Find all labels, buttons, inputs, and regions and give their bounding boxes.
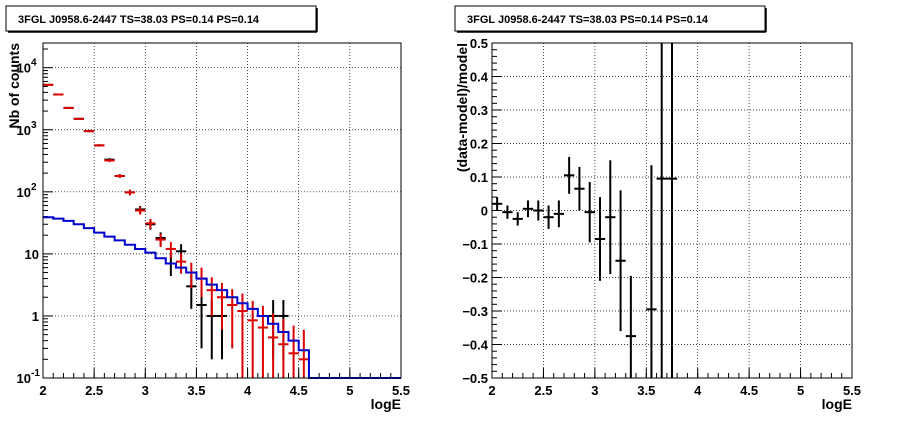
data-point (543, 205, 554, 229)
y-tick-label: 0.1 (470, 170, 488, 185)
data-point (145, 218, 156, 229)
x-tick-label: 3.5 (637, 383, 655, 398)
x-tick-label: 4 (244, 383, 252, 398)
data-point (574, 166, 585, 211)
y-tick-exponent: -1 (31, 368, 40, 379)
x-tick-label: 2.5 (534, 383, 552, 398)
x-tick-label: 2 (39, 383, 46, 398)
data-point (124, 189, 136, 196)
data-point (625, 275, 636, 378)
plot-frame (491, 42, 853, 379)
x-tick-label: 5.5 (392, 383, 410, 398)
data-point (564, 156, 575, 194)
data-point (522, 200, 534, 218)
x-tick-label: 5 (797, 383, 804, 398)
y-tick-label: 10 (17, 371, 31, 386)
chart-title: 3FGL J0958.6-2447 TS=38.03 PS=0.14 PS=0.… (467, 14, 709, 26)
x-tick-label: 5.5 (843, 383, 861, 398)
data-point (646, 165, 657, 378)
data-point (492, 197, 503, 211)
model-step-line (43, 216, 401, 379)
x-tick-label: 3.5 (187, 383, 205, 398)
y-tick-label: 0.3 (470, 103, 488, 118)
data-point (43, 83, 54, 86)
data-point (63, 106, 74, 109)
y-axis-title: Nb of counts (6, 43, 22, 129)
y-tick-label: 10 (17, 185, 31, 200)
data-point (615, 190, 626, 332)
x-tick-label: 3 (591, 383, 598, 398)
y-tick-label: 10 (17, 123, 31, 138)
x-tick-label: 4.5 (740, 383, 758, 398)
data-point (666, 43, 678, 378)
data-point (278, 318, 289, 378)
data-point (227, 289, 238, 349)
data-point (83, 130, 95, 133)
data-point (155, 233, 166, 248)
y-tick-label: 1 (32, 309, 39, 324)
data-point (257, 305, 269, 378)
y-tick-label: −0.2 (462, 271, 488, 286)
data-point (298, 329, 309, 378)
y-tick-label: 0.2 (470, 137, 488, 152)
plot-frame (42, 42, 402, 379)
data-point (73, 117, 84, 120)
data-point (656, 43, 667, 378)
data-point (553, 200, 564, 228)
data-point (104, 158, 115, 163)
series-1 (492, 43, 678, 378)
data-point (247, 300, 258, 378)
data-point (175, 253, 187, 274)
x-tick-label: 5 (346, 383, 353, 398)
data-point (502, 205, 513, 219)
x-tick-label: 4 (694, 383, 702, 398)
data-point (605, 160, 616, 275)
y-tick-label: 10 (25, 247, 39, 262)
y-tick-label: −0.5 (462, 371, 488, 386)
x-axis-title: logE (822, 396, 852, 412)
chart-title-box: 3FGL J0958.6-2447 TS=38.03 PS=0.14 PS=0.… (454, 5, 767, 33)
data-point (237, 293, 248, 378)
y-tick-exponent: 2 (31, 182, 37, 193)
chart-panel-2: 2 2.5 3 3.5 4 4.5 5 5.5 −0.5 −0.4 −0.3 −0.2 −0.1 0 0.1… (454, 5, 861, 412)
chart-title: 3FGL J0958.6-2447 TS=38.03 PS=0.14 PS=0.… (18, 14, 260, 26)
data-point (512, 212, 523, 226)
y-tick-label: 10 (17, 61, 31, 76)
y-tick-label: 0.4 (470, 70, 489, 85)
data-point (53, 93, 64, 96)
data-point (165, 242, 176, 259)
data-point (584, 182, 595, 243)
data-point (288, 325, 299, 378)
y-axis-title: (data-model)/model (454, 43, 470, 172)
y-tick-label: 0 (481, 204, 488, 219)
y-tick-exponent: 4 (31, 58, 37, 69)
y-tick-label: 0.5 (470, 36, 488, 51)
series-3 (43, 216, 401, 379)
data-point (594, 197, 606, 281)
y-tick-label: −0.4 (462, 338, 488, 353)
data-point (196, 289, 207, 349)
data-point (533, 200, 544, 221)
chart-title-box: 3FGL J0958.6-2447 TS=38.03 PS=0.14 PS=0.… (5, 5, 318, 33)
x-tick-label: 2 (488, 383, 495, 398)
title-border (5, 5, 317, 32)
x-tick-label: 3 (142, 383, 149, 398)
y-tick-label: −0.1 (462, 237, 488, 252)
y-tick-exponent: 3 (31, 120, 37, 131)
data-point (94, 144, 105, 147)
data-point (135, 206, 146, 215)
title-border (454, 5, 766, 32)
x-tick-label: 2.5 (85, 383, 103, 398)
x-tick-label: 4.5 (290, 383, 308, 398)
x-axis-title: logE (371, 396, 401, 412)
data-point (114, 174, 125, 178)
y-tick-label: −0.3 (462, 304, 488, 319)
